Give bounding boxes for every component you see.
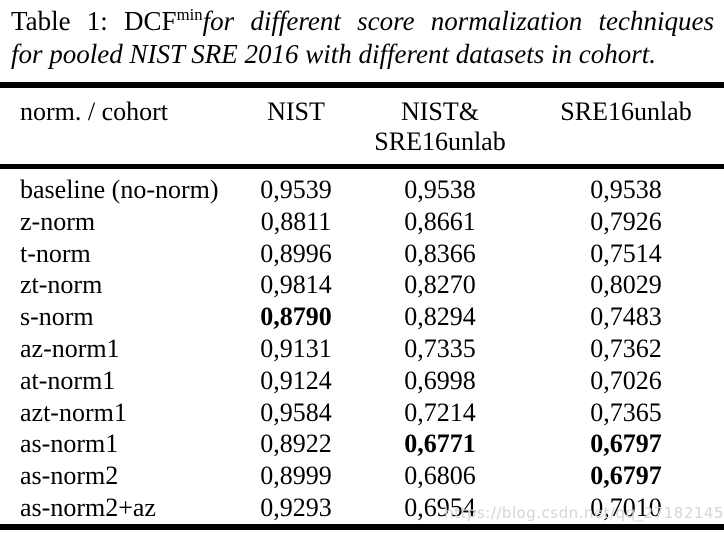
header-nist-sre16unlab-line2: SRE16unlab bbox=[374, 127, 506, 156]
value-cell: 0,7026 bbox=[590, 365, 662, 395]
row-label: az-norm1 bbox=[20, 333, 120, 363]
value-cell: 0,6797 bbox=[590, 461, 662, 491]
value-cell: 0,7362 bbox=[590, 333, 662, 363]
table-caption: Table 1: DCFminfor different score norma… bbox=[11, 5, 714, 71]
value-cell: 0,9584 bbox=[260, 397, 332, 427]
value-cell: 0,6954 bbox=[404, 492, 476, 522]
caption-italic-part1: for different score normalization techni… bbox=[202, 6, 715, 36]
value-cell: 0,9124 bbox=[260, 365, 332, 395]
table-row: t-norm 0,8996 0,8366 0,7514 bbox=[0, 238, 724, 270]
value-cell: 0,7335 bbox=[404, 333, 476, 363]
value-cell: 0,8366 bbox=[404, 238, 476, 268]
value-cell: 0,8999 bbox=[260, 461, 332, 491]
header-sre16unlab: SRE16unlab bbox=[528, 82, 724, 169]
header-nist-sre16unlab: NIST& SRE16unlab bbox=[352, 82, 528, 169]
caption-table-label: Table 1: DCFmin bbox=[11, 5, 203, 36]
row-label: zt-norm bbox=[20, 270, 103, 300]
row-label: at-norm1 bbox=[20, 365, 116, 395]
value-cell: 0,7010 bbox=[590, 492, 662, 522]
table-body: baseline (no-norm) 0,9539 0,9538 0,9538 z-no… bbox=[0, 167, 724, 527]
table-row: z-norm 0,8811 0,8661 0,7926 bbox=[0, 206, 724, 238]
results-table: norm. / cohort NIST NIST& SRE16unlab SRE… bbox=[0, 82, 724, 530]
header-nist-sre16unlab-line1: NIST& bbox=[401, 97, 479, 126]
row-label: baseline (no-norm) bbox=[20, 175, 219, 204]
value-cell: 0,8270 bbox=[404, 270, 476, 300]
table-header: norm. / cohort NIST NIST& SRE16unlab SRE… bbox=[0, 82, 724, 169]
caption-metric: DCFmin bbox=[124, 5, 203, 36]
table-row: as-norm2+az 0,9293 0,6954 0,7010 bbox=[0, 492, 724, 527]
value-cell: 0,8996 bbox=[260, 238, 332, 268]
row-label: as-norm2+az bbox=[20, 492, 156, 522]
table-row: baseline (no-norm) 0,9539 0,9538 0,9538 bbox=[0, 167, 724, 206]
value-cell: 0,9293 bbox=[260, 492, 332, 522]
table-row: az-norm1 0,9131 0,7335 0,7362 bbox=[0, 333, 724, 365]
value-cell: 0,7214 bbox=[404, 397, 476, 427]
value-cell: 0,8661 bbox=[404, 206, 476, 236]
value-cell: 0,7365 bbox=[590, 397, 662, 427]
value-cell: 0,9538 bbox=[590, 175, 662, 204]
value-cell: 0,9538 bbox=[404, 175, 476, 204]
value-cell: 0,6806 bbox=[404, 461, 476, 491]
header-row: norm. / cohort NIST NIST& SRE16unlab SRE… bbox=[0, 82, 724, 169]
header-norm-cohort: norm. / cohort bbox=[0, 82, 240, 169]
value-cell: 0,8922 bbox=[260, 429, 332, 459]
value-cell: 0,9814 bbox=[260, 270, 332, 300]
value-cell: 0,7483 bbox=[590, 302, 662, 332]
value-cell: 0,6998 bbox=[404, 365, 476, 395]
value-cell: 0,8790 bbox=[260, 302, 332, 332]
row-label: as-norm2 bbox=[20, 461, 119, 491]
table-row: as-norm2 0,8999 0,6806 0,6797 bbox=[0, 460, 724, 492]
value-cell: 0,6797 bbox=[590, 429, 662, 459]
row-label: azt-norm1 bbox=[20, 397, 127, 427]
value-cell: 0,6771 bbox=[404, 429, 476, 459]
value-cell: 0,8029 bbox=[590, 270, 662, 300]
table-row: s-norm 0,8790 0,8294 0,7483 bbox=[0, 301, 724, 333]
caption-metric-superscript: min bbox=[176, 5, 203, 24]
row-label: t-norm bbox=[20, 238, 91, 268]
table-row: as-norm1 0,8922 0,6771 0,6797 bbox=[0, 428, 724, 460]
row-label: z-norm bbox=[20, 206, 96, 236]
value-cell: 0,7926 bbox=[590, 206, 662, 236]
caption-line-1: Table 1: DCFminfor different score norma… bbox=[11, 5, 714, 38]
header-nist: NIST bbox=[240, 82, 352, 169]
caption-line-2: for pooled NIST SRE 2016 with different … bbox=[11, 39, 656, 69]
table-row: at-norm1 0,9124 0,6998 0,7026 bbox=[0, 365, 724, 397]
value-cell: 0,7514 bbox=[590, 238, 662, 268]
value-cell: 0,8294 bbox=[404, 302, 476, 332]
table-row: zt-norm 0,9814 0,8270 0,8029 bbox=[0, 269, 724, 301]
row-label: as-norm1 bbox=[20, 429, 119, 459]
value-cell: 0,8811 bbox=[260, 206, 332, 236]
value-cell: 0,9131 bbox=[260, 333, 332, 363]
watermark-url: https://blog.csdn.net/qq_27182145 bbox=[444, 504, 724, 522]
row-label: s-norm bbox=[20, 302, 94, 332]
table-row: azt-norm1 0,9584 0,7214 0,7365 bbox=[0, 397, 724, 429]
value-cell: 0,9539 bbox=[260, 175, 332, 204]
